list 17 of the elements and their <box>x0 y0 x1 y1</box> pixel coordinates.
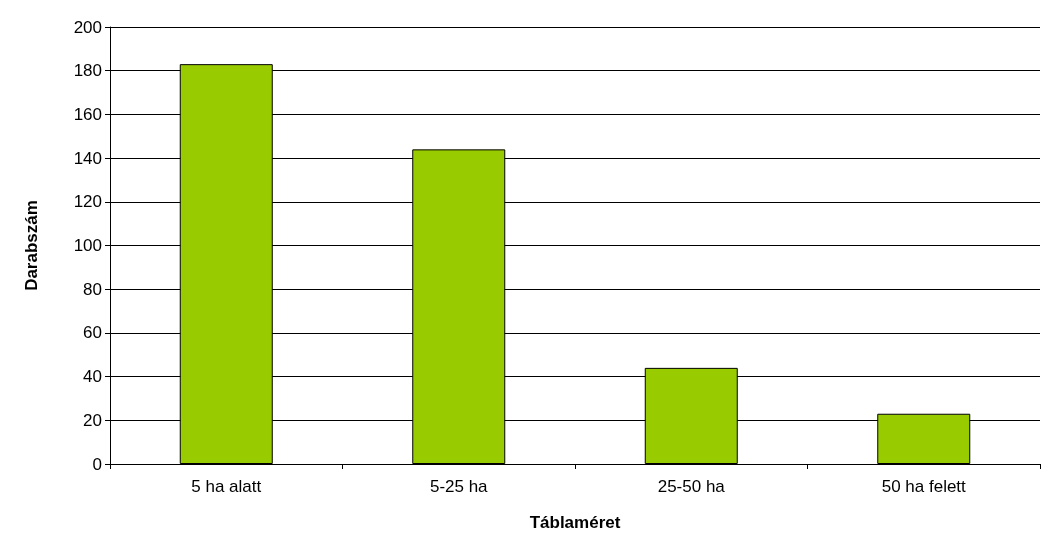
y-tick-label: 40 <box>83 367 102 387</box>
x-axis-title: Táblaméret <box>529 513 621 532</box>
x-tick-label: 50 ha felett <box>881 477 967 496</box>
y-axis-title: Darabszám <box>22 200 41 291</box>
y-tick-label: 20 <box>83 410 102 430</box>
y-tick-label: 160 <box>73 104 102 124</box>
y-tick-label: 60 <box>83 323 102 343</box>
x-tick-label: 5 ha alatt <box>191 477 262 496</box>
y-tick-label: 80 <box>83 279 102 299</box>
y-tick-label: 120 <box>73 192 102 212</box>
y-tick-label: 0 <box>92 454 102 474</box>
y-tick-label: 140 <box>73 148 102 168</box>
y-tick-label: 180 <box>73 61 102 81</box>
y-tick-label: 200 <box>73 17 102 37</box>
x-tick-label: 5-25 ha <box>429 477 489 496</box>
y-tick-label: 100 <box>73 236 102 255</box>
x-tick-label: 25-50 ha <box>657 477 726 496</box>
